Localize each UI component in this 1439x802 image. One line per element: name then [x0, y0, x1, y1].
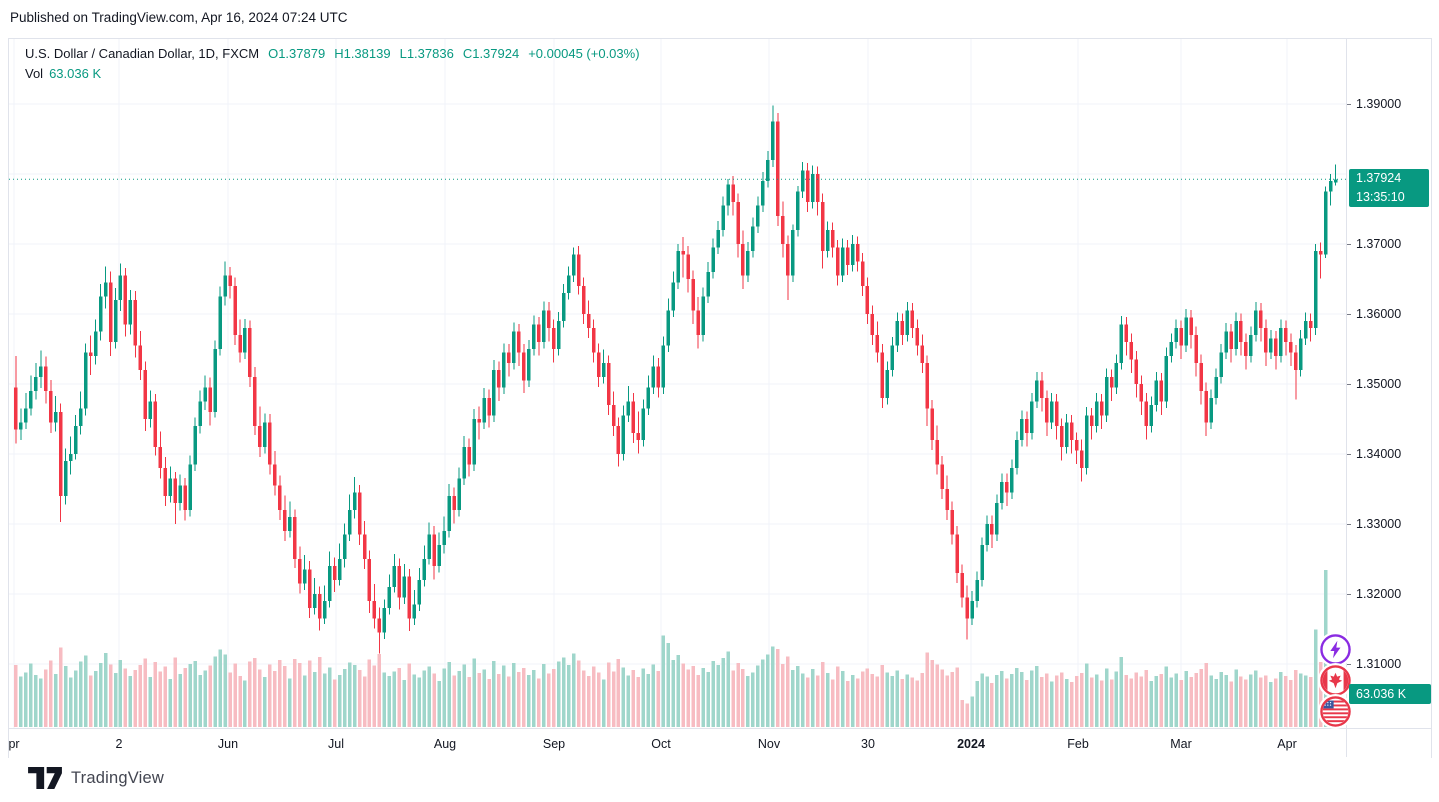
time-axis-label: Jun — [217, 737, 239, 751]
ohlc-close: C1.37924 — [462, 46, 520, 61]
canada-flag-icon[interactable] — [1320, 665, 1351, 696]
time-axis[interactable]: pr 2 Jun Jul Aug Sep Oct Nov 30 2024 Feb Mar Apr — [8, 728, 1431, 758]
canada-flag-glyph — [1320, 665, 1351, 696]
price-axis-label: 1.37000 — [1356, 237, 1402, 252]
symbol-title[interactable]: U.S. Dollar / Canadian Dollar, 1D, FXCM — [25, 46, 260, 61]
time-axis-label: Jul — [328, 737, 344, 751]
price-axis[interactable]: 1.39000 1.37000 1.36000 1.35000 1.34000 1.330… — [1346, 39, 1433, 757]
gridlines — [9, 39, 1346, 728]
time-axis-label: Sep — [542, 737, 566, 751]
us-flag-glyph — [1320, 696, 1351, 727]
price-axis-tick — [1347, 103, 1351, 105]
time-axis-label: Aug — [433, 737, 457, 751]
volume-legend: Vol 63.036 K — [25, 66, 101, 81]
price-axis-label: 1.39000 — [1356, 97, 1402, 112]
ohlc-open: O1.37879 — [268, 46, 326, 61]
chart-legend: U.S. Dollar / Canadian Dollar, 1D, FXCM O… — [25, 46, 640, 61]
ohlc-low: L1.37836 — [399, 46, 454, 61]
time-axis-label: Apr — [1277, 737, 1297, 751]
lightning-icon — [1320, 634, 1351, 665]
price-axis-label: 1.31000 — [1356, 657, 1402, 672]
tradingview-logo[interactable]: TradingView — [28, 767, 164, 789]
price-axis-tick — [1347, 313, 1351, 315]
current-price-label: 1.37924 13:35:10 — [1349, 169, 1429, 208]
price-axis-label: 1.36000 — [1356, 307, 1402, 322]
price-axis-tick — [1347, 593, 1351, 595]
ohlc-change: +0.00045 (+0.03%) — [528, 46, 640, 61]
volume-legend-value: 63.036 K — [49, 66, 102, 81]
price-axis-tick — [1347, 663, 1351, 665]
time-axis-label: Nov — [757, 737, 781, 751]
current-volume-label: 63.036 K — [1349, 683, 1431, 704]
time-axis-label: Oct — [651, 737, 671, 751]
price-axis-label: 1.34000 — [1356, 447, 1402, 462]
tradingview-logo-text: TradingView — [71, 768, 164, 787]
volume-bars — [14, 569, 1338, 727]
current-price-value: 1.37924 — [1356, 171, 1402, 186]
price-axis-tick — [1347, 383, 1351, 385]
time-axis-label: 30 — [861, 737, 875, 751]
time-axis-label: pr — [8, 737, 20, 751]
tradingview-logo-icon — [28, 767, 62, 789]
ohlc-high: H1.38139 — [334, 46, 391, 61]
volume-legend-label[interactable]: Vol — [25, 66, 44, 81]
time-axis-label: Feb — [1067, 737, 1089, 751]
us-flag-icon[interactable] — [1320, 696, 1351, 727]
price-axis-label: 1.35000 — [1356, 377, 1402, 392]
price-axis-label: 1.32000 — [1356, 587, 1402, 602]
price-axis-label: 1.33000 — [1356, 517, 1402, 532]
time-axis-label: Mar — [1170, 737, 1192, 751]
economic-events-icon[interactable] — [1320, 634, 1351, 665]
price-axis-tick — [1347, 243, 1351, 245]
bar-countdown-timer: 13:35:10 — [1356, 190, 1405, 205]
chart-widget: U.S. Dollar / Canadian Dollar, 1D, FXCM O… — [8, 38, 1432, 758]
price-axis-tick — [1347, 453, 1351, 455]
candles — [14, 105, 1338, 654]
candlestick-volume-plot[interactable] — [9, 39, 1346, 728]
time-axis-label: 2024 — [957, 737, 985, 751]
price-axis-tick — [1347, 523, 1351, 525]
time-axis-label: 2 — [115, 737, 123, 751]
published-line: Published on TradingView.com, Apr 16, 20… — [10, 10, 348, 25]
